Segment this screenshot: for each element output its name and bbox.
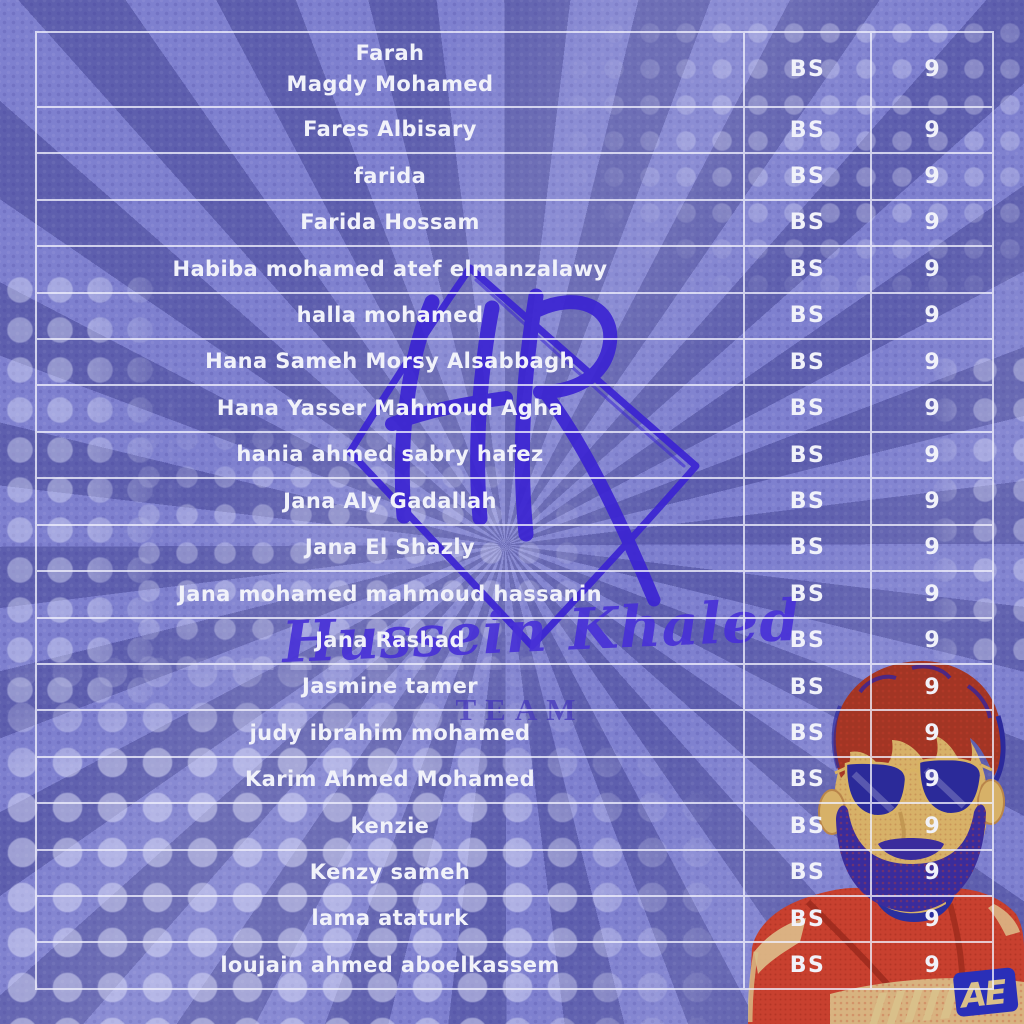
- student-name: Karim Ahmed Mohamed: [37, 757, 745, 803]
- logo-text: AE: [956, 972, 1009, 1016]
- score-value: 9: [924, 210, 940, 236]
- student-name: judy ibrahim mohamed: [37, 711, 745, 756]
- code-value: BS: [745, 479, 872, 524]
- table-row: lama ataturk BS 9: [37, 897, 992, 944]
- score-value: 9: [924, 953, 940, 979]
- code-value: BS: [745, 572, 872, 617]
- table-row: Jana Aly Gadallah BS 9: [37, 479, 992, 526]
- student-name: Jana mohamed mahmoud hassanin: [37, 572, 745, 617]
- student-name: kenzie: [37, 804, 745, 849]
- halftone-dots-bottom-left: [0, 650, 720, 1024]
- code-value: BS: [745, 804, 872, 849]
- score-value: 9: [924, 442, 940, 468]
- table-row: Fares Albisary BS 9: [37, 107, 992, 155]
- student-name: hania ahmed sabry hafez: [37, 432, 745, 478]
- halftone-dots-right: [925, 350, 1024, 660]
- halftone-dots-top-right: [560, 15, 1024, 315]
- score-value: 9: [924, 628, 940, 654]
- student-name: halla mohamed: [37, 293, 745, 338]
- code-value: BS: [745, 711, 872, 756]
- student-name: Kenzy sameh: [37, 850, 745, 896]
- code-value: BS: [745, 247, 872, 292]
- score-value: 9: [924, 56, 940, 82]
- score-value: 9: [924, 256, 940, 282]
- student-name: Fares Albisary: [37, 107, 745, 153]
- code-value: BS: [745, 432, 872, 478]
- table-row: kenzie BS 9: [37, 804, 992, 851]
- roster-table: Farah Magdy Mohamed BS 9 Fares Albisary …: [35, 31, 994, 990]
- table-row: Jasmine tamer BS 9: [37, 664, 992, 712]
- ae-logo: AE: [868, 967, 1019, 1024]
- code-value: BS: [745, 943, 872, 988]
- student-name: Jana Rashad: [37, 618, 745, 663]
- student-name: Jana El Shazly: [37, 525, 745, 571]
- table-row: Kenzy sameh BS 9: [37, 850, 992, 898]
- score-value: 9: [924, 674, 940, 700]
- table-row: Farah Magdy Mohamed BS 9: [37, 33, 992, 108]
- student-name: Habiba mohamed atef elmanzalawy: [37, 247, 745, 292]
- score-value: 9: [924, 488, 940, 514]
- score-value: 9: [924, 721, 940, 747]
- score-value: 9: [924, 581, 940, 607]
- code-value: BS: [745, 200, 872, 246]
- score-value: 9: [924, 813, 940, 839]
- table-row: Farida Hossam BS 9: [37, 200, 992, 248]
- table-row: Hana Sameh Morsy Alsabbagh BS 9: [37, 339, 992, 387]
- student-name: Farida Hossam: [37, 200, 745, 246]
- code-value: BS: [745, 107, 872, 153]
- code-value: BS: [745, 525, 872, 571]
- student-name: Hana Sameh Morsy Alsabbagh: [37, 339, 745, 385]
- table-row: judy ibrahim mohamed BS 9: [37, 711, 992, 758]
- student-name: Jasmine tamer: [37, 664, 745, 710]
- table-row: Jana Rashad BS 9: [37, 618, 992, 665]
- score-value: 9: [924, 303, 940, 329]
- logo-badge: [953, 967, 1019, 1017]
- student-name: Hana Yasser Mahmoud Agha: [37, 386, 745, 431]
- table-row: Habiba mohamed atef elmanzalawy BS 9: [37, 247, 992, 294]
- curly-hair: [831, 661, 1006, 782]
- table-row: halla mohamed BS 9: [37, 293, 992, 340]
- score-value: 9: [924, 767, 940, 793]
- table-row: Hana Yasser Mahmoud Agha BS 9: [37, 386, 992, 433]
- student-name: Farah Magdy Mohamed: [37, 33, 745, 106]
- code-value: BS: [745, 757, 872, 803]
- score-value: 9: [924, 906, 940, 932]
- score-value: 9: [924, 860, 940, 886]
- code-value: BS: [745, 154, 872, 199]
- code-value: BS: [745, 33, 872, 106]
- code-value: BS: [745, 339, 872, 385]
- code-value: BS: [745, 618, 872, 663]
- code-value: BS: [745, 293, 872, 338]
- score-value: 9: [924, 163, 940, 189]
- student-name: farida: [37, 154, 745, 199]
- score-value: 9: [924, 349, 940, 375]
- student-name: Jana Aly Gadallah: [37, 479, 745, 524]
- halftone-dots-left: [0, 270, 190, 710]
- table-row: Jana El Shazly BS 9: [37, 525, 992, 573]
- table-row: Jana mohamed mahmoud hassanin BS 9: [37, 572, 992, 619]
- table-row: farida BS 9: [37, 154, 992, 201]
- table-row: hania ahmed sabry hafez BS 9: [37, 432, 992, 480]
- score-value: 9: [924, 117, 940, 143]
- code-value: BS: [745, 850, 872, 896]
- code-value: BS: [745, 897, 872, 942]
- score-value: 9: [924, 535, 940, 561]
- code-value: BS: [745, 664, 872, 710]
- score-value: 9: [924, 396, 940, 422]
- student-name: lama ataturk: [37, 897, 745, 942]
- table-row: loujain ahmed aboelkassem BS 9: [37, 943, 992, 988]
- code-value: BS: [745, 386, 872, 431]
- student-name: loujain ahmed aboelkassem: [37, 943, 745, 988]
- table-row: Karim Ahmed Mohamed BS 9: [37, 757, 992, 805]
